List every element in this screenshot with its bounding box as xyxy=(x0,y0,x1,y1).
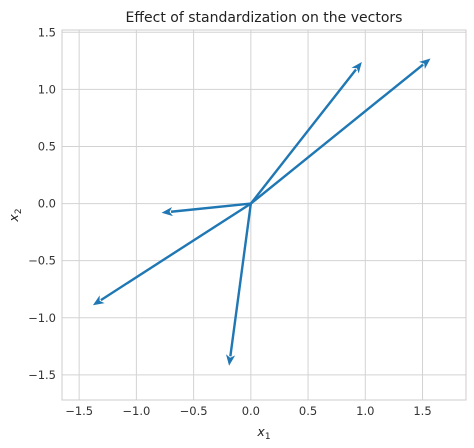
y-tick-label: −0.5 xyxy=(28,254,56,268)
chart-title: Effect of standardization on the vectors xyxy=(126,10,403,26)
vector-shaft xyxy=(250,63,424,205)
y-tick-label: −1.0 xyxy=(28,311,56,325)
x-axis-label: x1 xyxy=(256,424,270,442)
vector-arrow xyxy=(226,203,253,366)
y-tick-label: 1.5 xyxy=(38,25,56,39)
x-tick-label: 1.0 xyxy=(356,404,374,418)
grid xyxy=(62,30,466,400)
vector-series xyxy=(92,58,431,366)
y-tick-label: 0.5 xyxy=(38,139,56,153)
y-tick-label: 1.0 xyxy=(38,82,56,96)
x-tick-label: 0.5 xyxy=(299,404,317,418)
vector-arrow xyxy=(92,202,252,306)
x-tick-label: 0.0 xyxy=(242,404,260,418)
y-axis-label: x2 xyxy=(6,208,24,222)
y-tick-labels: −1.5 −1.0 −0.5 0.0 0.5 1.0 1.5 xyxy=(28,25,56,382)
plot-frame xyxy=(61,29,467,401)
x-tick-label: −1.0 xyxy=(122,404,150,418)
vector-arrowhead xyxy=(351,61,362,74)
vector-arrowhead xyxy=(226,354,236,366)
vector-shaft xyxy=(100,202,252,302)
x-tick-label: 1.5 xyxy=(413,404,431,418)
x-tick-label: −1.5 xyxy=(65,404,93,418)
vector-arrowhead xyxy=(419,58,431,70)
vector-shaft xyxy=(170,202,251,213)
vector-arrow xyxy=(249,61,362,205)
vector-shaft xyxy=(229,203,253,357)
vector-arrowhead xyxy=(92,295,105,306)
vector-shaft xyxy=(249,68,357,205)
y-tick-label: 0.0 xyxy=(38,197,56,211)
x-tick-label: −0.5 xyxy=(180,404,208,418)
y-tick-label: −1.5 xyxy=(28,368,56,382)
vector-arrow xyxy=(161,202,251,217)
vector-arrowhead xyxy=(161,207,173,217)
vector-arrow xyxy=(250,58,431,205)
x-tick-labels: −1.5 −1.0 −0.5 0.0 0.5 1.0 1.5 xyxy=(65,404,431,418)
